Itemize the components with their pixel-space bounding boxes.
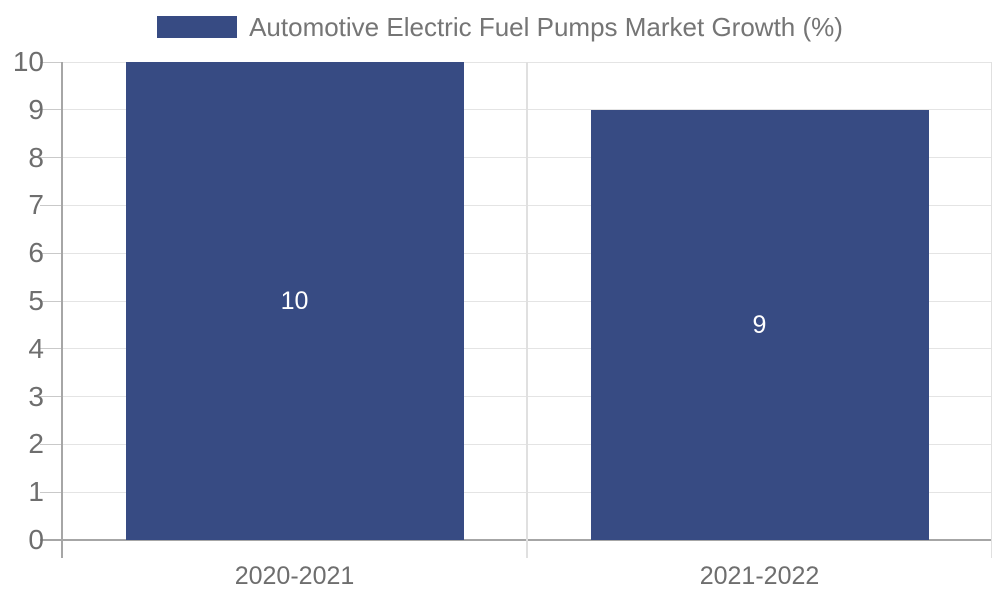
y-axis-tick — [40, 300, 62, 302]
bar-value-label: 9 — [752, 310, 767, 339]
y-axis-label: 8 — [28, 141, 44, 173]
y-axis-tick — [40, 204, 62, 206]
y-axis-label: 10 — [12, 46, 44, 77]
x-axis-label: 2021-2022 — [699, 562, 820, 590]
y-axis-tick — [40, 157, 62, 159]
y-axis-label: 9 — [28, 93, 44, 125]
y-axis-label: 5 — [28, 285, 44, 316]
y-axis-tick — [40, 443, 62, 445]
bar-value-label: 10 — [280, 287, 309, 315]
y-axis-tick — [40, 348, 62, 350]
y-axis-tick — [40, 491, 62, 493]
legend-swatch — [157, 16, 238, 38]
legend-label: Automotive Electric Fuel Pumps Market Gr… — [249, 12, 843, 42]
bar-2021-2022 — [590, 109, 929, 540]
y-axis-tick — [40, 396, 62, 398]
y-axis-label: 0 — [28, 524, 44, 555]
x-axis-line — [40, 539, 992, 541]
y-axis-label: 4 — [28, 332, 44, 364]
category-boundary-line — [526, 62, 528, 558]
legend: Automotive Electric Fuel Pumps Market Gr… — [0, 14, 1000, 40]
y-axis-label: 1 — [28, 476, 44, 508]
y-axis-label: 3 — [28, 380, 44, 412]
y-axis-label: 7 — [28, 189, 44, 221]
y-axis-tick — [40, 252, 62, 254]
y-axis-tick — [40, 61, 62, 63]
plot-right-border — [990, 62, 992, 558]
y-axis-label: 6 — [28, 237, 44, 269]
y-axis-line — [61, 62, 63, 558]
y-axis-label: 2 — [28, 428, 44, 460]
x-axis-label: 2020-2021 — [234, 562, 355, 590]
bar-2020-2021 — [125, 62, 464, 540]
y-axis-tick — [40, 109, 62, 111]
